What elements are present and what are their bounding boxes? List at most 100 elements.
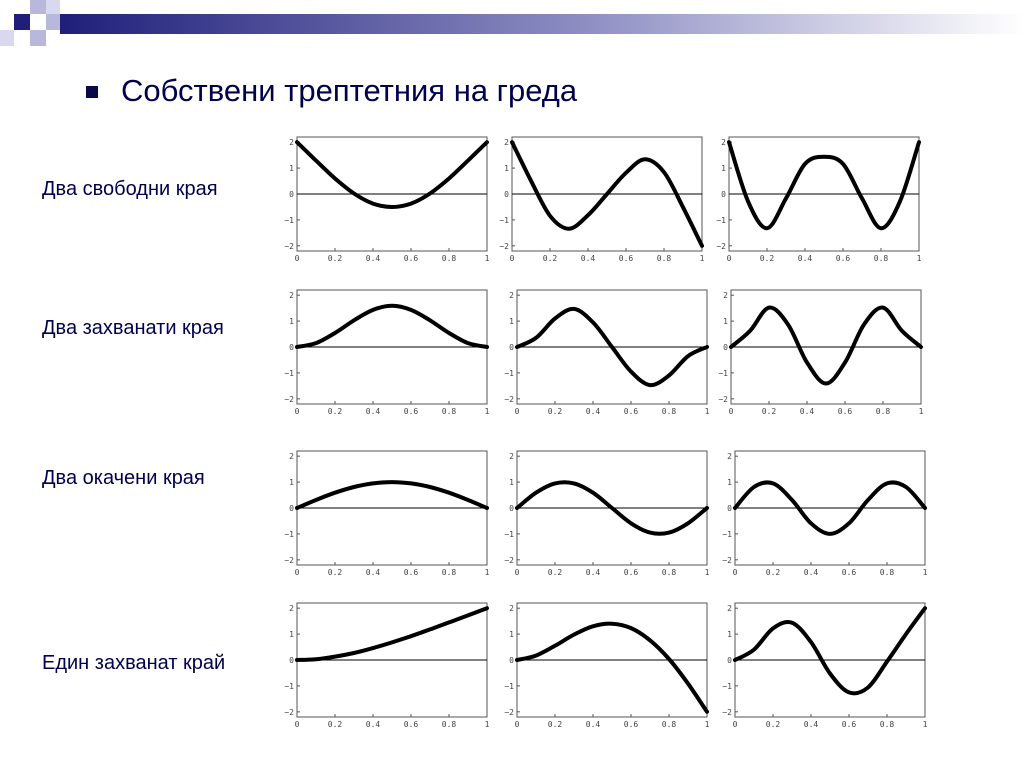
y-tick-label: 2 [727, 452, 732, 461]
y-tick-label: −2 [284, 708, 294, 717]
mode-shape-line [510, 140, 704, 248]
x-tick-label: 0.2 [328, 720, 343, 729]
y-tick-label: 1 [721, 164, 726, 173]
x-tick-label: 0.6 [404, 407, 419, 416]
x-tick-label: 0.6 [842, 568, 857, 577]
y-tick-label: −1 [284, 216, 294, 225]
y-tick-label: 1 [509, 478, 514, 487]
y-tick-label: −2 [722, 708, 732, 717]
mode-shape-line [295, 303, 489, 349]
x-tick-label: 0.4 [804, 720, 819, 729]
x-tick-label: 0 [510, 254, 515, 263]
x-tick-label: 0.4 [798, 254, 813, 263]
x-tick-label: 0 [295, 568, 300, 577]
x-tick-label: 0 [515, 407, 520, 416]
y-tick-label: 1 [727, 630, 732, 639]
x-tick-label: 0.8 [657, 254, 672, 263]
y-tick-label: 1 [289, 317, 294, 326]
y-tick-label: 0 [504, 190, 509, 199]
y-tick-label: 1 [289, 630, 294, 639]
y-tick-label: 0 [509, 343, 514, 352]
mode-chart: 210−1−20 0.2 0.4 0.6 0.8 1 [284, 602, 490, 729]
x-tick-label: 1 [919, 407, 924, 416]
y-tick-label: 0 [723, 343, 728, 352]
mode-chart: 210−1−20 0.2 0.4 0.6 0.8 1 [499, 136, 705, 263]
x-tick-label: 0 [515, 720, 520, 729]
title-bullet-icon [86, 86, 98, 98]
y-tick-label: −2 [499, 242, 509, 251]
x-tick-label: 0.2 [328, 407, 343, 416]
y-tick-label: −2 [504, 708, 514, 717]
row-label-free-ends: Два свободни края [42, 178, 218, 200]
mode-chart: 210−1−20 0.2 0.4 0.6 0.8 1 [284, 450, 490, 577]
y-tick-label: −1 [504, 369, 514, 378]
x-tick-label: 0.2 [548, 720, 563, 729]
x-tick-label: 0 [729, 407, 734, 416]
x-tick-label: 0.2 [766, 568, 781, 577]
x-tick-label: 0 [515, 568, 520, 577]
x-tick-label: 0.6 [404, 254, 419, 263]
x-tick-label: 0.4 [366, 568, 381, 577]
y-tick-label: 2 [723, 291, 728, 300]
y-tick-label: 2 [504, 138, 509, 147]
y-tick-label: 0 [289, 190, 294, 199]
x-tick-label: 0.6 [842, 720, 857, 729]
y-tick-label: −1 [722, 530, 732, 539]
x-tick-label: 0.8 [874, 254, 889, 263]
y-tick-label: 2 [509, 291, 514, 300]
x-tick-label: 1 [923, 720, 928, 729]
x-tick-label: 1 [485, 407, 490, 416]
x-tick-label: 0.8 [442, 720, 457, 729]
x-tick-label: 0.4 [586, 407, 601, 416]
x-tick-label: 0.2 [762, 407, 777, 416]
x-tick-label: 0.4 [800, 407, 815, 416]
row-label-hinged-ends: Два окачени края [42, 467, 205, 489]
x-tick-label: 0.6 [624, 720, 639, 729]
mode-chart: 210−1−20 0.2 0.4 0.6 0.8 1 [284, 136, 490, 263]
x-tick-label: 0.2 [328, 254, 343, 263]
y-tick-label: 1 [504, 164, 509, 173]
y-tick-label: −2 [722, 556, 732, 565]
y-tick-label: −1 [722, 682, 732, 691]
mode-shape-line [733, 606, 927, 696]
x-tick-label: 0.2 [328, 568, 343, 577]
x-tick-label: 0.4 [366, 254, 381, 263]
x-tick-label: 0.8 [442, 254, 457, 263]
x-tick-label: 0.4 [581, 254, 596, 263]
x-tick-label: 0.6 [404, 720, 419, 729]
mode-chart: 210−1−20 0.2 0.4 0.6 0.8 1 [284, 289, 490, 416]
y-tick-label: 1 [509, 630, 514, 639]
y-tick-label: −1 [504, 682, 514, 691]
x-tick-label: 0.6 [838, 407, 853, 416]
x-tick-label: 0.6 [624, 407, 639, 416]
y-tick-label: 2 [289, 138, 294, 147]
y-tick-label: 2 [289, 452, 294, 461]
x-tick-label: 0 [295, 407, 300, 416]
y-tick-label: 0 [509, 504, 514, 513]
mode-shape-line [295, 480, 489, 510]
y-tick-label: 0 [289, 504, 294, 513]
row-label-cantilever: Един захванат край [42, 652, 226, 674]
y-tick-label: −1 [284, 530, 294, 539]
y-tick-label: −1 [504, 530, 514, 539]
y-tick-label: −2 [284, 242, 294, 251]
x-tick-label: 0.6 [836, 254, 851, 263]
y-tick-label: 0 [721, 190, 726, 199]
mode-shape-line [733, 480, 927, 536]
x-tick-label: 1 [485, 568, 490, 577]
y-tick-label: −1 [718, 369, 728, 378]
y-tick-label: 0 [289, 656, 294, 665]
y-tick-label: 1 [289, 164, 294, 173]
y-tick-label: 0 [727, 504, 732, 513]
x-tick-label: 0 [295, 254, 300, 263]
x-tick-label: 0.6 [619, 254, 634, 263]
x-tick-label: 0.4 [586, 568, 601, 577]
mode-chart: 210−1−20 0.2 0.4 0.6 0.8 1 [722, 450, 928, 577]
y-tick-label: 2 [727, 604, 732, 613]
y-tick-label: 2 [289, 291, 294, 300]
y-tick-label: −2 [504, 395, 514, 404]
x-tick-label: 0.4 [586, 720, 601, 729]
x-tick-label: 1 [705, 407, 710, 416]
y-tick-label: −1 [716, 216, 726, 225]
y-tick-label: 0 [727, 656, 732, 665]
